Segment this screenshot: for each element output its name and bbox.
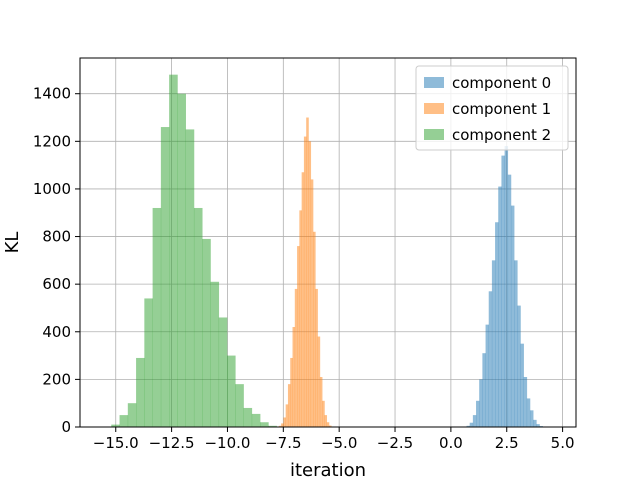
histogram-bar: [328, 425, 332, 427]
x-axis-label: iteration: [290, 460, 366, 480]
y-tick-label: 1400: [33, 85, 71, 103]
histogram-bar: [520, 343, 524, 427]
histogram-bar: [485, 324, 490, 427]
histogram-bar: [283, 417, 286, 427]
legend-box: [415, 65, 569, 151]
histogram-bar: [529, 410, 534, 427]
histogram-bar: [278, 425, 282, 427]
histogram-bar: [281, 423, 284, 427]
histogram-bar: [287, 384, 291, 427]
y-tick-label: 800: [42, 228, 71, 246]
histogram-bar: [479, 379, 483, 427]
histogram-bar: [202, 238, 211, 427]
histogram-bar: [185, 129, 195, 427]
histogram-bar: [227, 355, 236, 427]
histogram-bar: [476, 400, 480, 427]
histogram-bar: [144, 298, 153, 427]
histogram-bar: [523, 377, 528, 427]
histogram-bar: [260, 422, 269, 427]
histogram-bar: [299, 210, 302, 427]
histogram-bar: [536, 424, 540, 427]
histogram-bar: [501, 155, 505, 427]
x-tick-label: −10.0: [204, 434, 250, 452]
histogram-bar: [482, 353, 486, 427]
legend-swatch: [424, 129, 444, 140]
histogram-bar: [160, 127, 170, 428]
histogram-bars: [111, 74, 547, 428]
histogram-bar: [235, 384, 244, 427]
histogram-bar: [218, 317, 228, 427]
y-axis-label: KL: [2, 232, 23, 254]
x-tick-label: 5.0: [551, 434, 575, 452]
histogram-bar: [177, 93, 186, 427]
histogram-bar: [251, 413, 261, 427]
x-tick-label: 2.5: [495, 434, 519, 452]
histogram-bar: [517, 305, 521, 427]
histogram-bar: [324, 415, 328, 427]
histogram-bar: [469, 422, 474, 427]
y-tick-label: 1200: [33, 132, 71, 150]
x-tick-label: −15.0: [93, 434, 139, 452]
histogram-bar: [136, 357, 145, 427]
histogram-bar: [294, 288, 298, 427]
histogram-bar: [301, 172, 305, 427]
histogram-bar: [111, 424, 120, 427]
x-tick-label: −12.5: [149, 434, 195, 452]
histogram-bar: [507, 174, 512, 427]
histogram-bar: [495, 222, 499, 427]
histogram-bar: [306, 117, 309, 428]
histogram-bar: [193, 207, 203, 427]
histogram-bar: [326, 422, 330, 427]
plot-frame: [79, 57, 577, 428]
legend: component 0 component 1 component 2: [415, 65, 569, 151]
histogram-bar: [472, 415, 477, 427]
histogram-bar: [313, 231, 316, 427]
histogram-bar: [210, 281, 220, 427]
x-axis-ticks: −15.0 −12.5 −10.0 −7.5 −5.0 −2.5 0.0 2.5 5.0: [93, 427, 575, 452]
x-tick-label: −7.5: [265, 434, 301, 452]
y-tick-label: 200: [42, 370, 71, 388]
y-tick-label: 600: [42, 275, 71, 293]
histogram-bar: [315, 288, 318, 427]
legend-label: component 0: [452, 74, 551, 92]
legend-label: component 1: [452, 100, 551, 118]
histogram-bar: [297, 246, 300, 427]
histogram-bar: [268, 425, 277, 427]
histogram-bar: [533, 419, 537, 427]
y-axis-ticks: 0 200 400 600 800 1000 1200 1400: [33, 85, 80, 436]
x-tick-label: −5.0: [321, 434, 357, 452]
histogram-bar: [514, 260, 518, 427]
histogram-bar: [319, 377, 323, 427]
histogram-bar: [491, 260, 496, 427]
x-tick-label: 0.0: [439, 434, 463, 452]
y-tick-label: 400: [42, 323, 71, 341]
histogram-bar: [322, 400, 325, 427]
legend-swatch: [424, 103, 444, 114]
y-tick-label: 0: [61, 418, 71, 436]
histogram-bar: [127, 403, 137, 427]
histogram-bar: [317, 336, 321, 427]
histogram-bar: [292, 327, 296, 427]
x-tick-label: −2.5: [377, 434, 413, 452]
histogram-bar: [290, 357, 293, 427]
histogram-bar: [488, 291, 493, 427]
histogram-bar: [308, 141, 312, 428]
histogram-bar: [310, 179, 314, 427]
legend-swatch: [424, 77, 444, 88]
histogram-bar: [466, 425, 470, 427]
y-tick-label: 1000: [33, 180, 71, 198]
histogram-bar: [285, 404, 289, 427]
legend-label: component 2: [452, 126, 551, 144]
histogram-bar: [152, 207, 162, 427]
histogram-bar: [243, 407, 253, 427]
histogram-bar: [504, 146, 509, 428]
histogram-bar: [303, 136, 307, 428]
histogram-bar: [498, 186, 502, 427]
histogram-bar: [526, 398, 531, 427]
histogram-bar: [510, 205, 515, 427]
histogram-bar: [169, 74, 178, 427]
histogram-bar: [119, 415, 129, 427]
